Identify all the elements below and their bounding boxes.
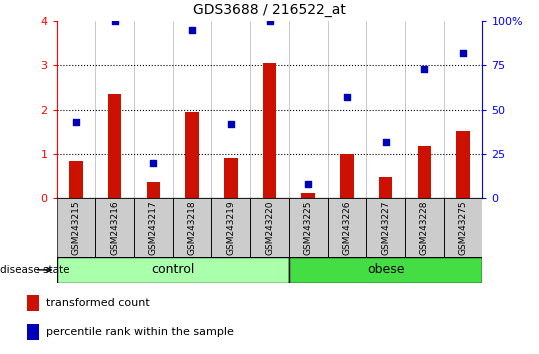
Point — [459, 50, 467, 56]
Bar — [95, 198, 134, 257]
Bar — [289, 198, 328, 257]
Bar — [108, 94, 121, 198]
Bar — [328, 198, 367, 257]
Point — [381, 139, 390, 144]
Bar — [147, 182, 160, 198]
Text: GSM243226: GSM243226 — [342, 201, 351, 255]
Bar — [418, 146, 431, 198]
Bar — [289, 257, 482, 283]
Text: control: control — [151, 263, 195, 276]
Point — [343, 95, 351, 100]
Bar — [444, 198, 482, 257]
Text: GSM243217: GSM243217 — [149, 201, 158, 255]
Point — [304, 181, 313, 187]
Point — [72, 119, 80, 125]
Point — [110, 18, 119, 24]
Bar — [172, 198, 211, 257]
Text: GSM243218: GSM243218 — [188, 201, 197, 255]
Text: GSM243225: GSM243225 — [303, 201, 313, 255]
Point — [188, 27, 196, 33]
Text: GSM243216: GSM243216 — [110, 201, 119, 255]
Text: disease state: disease state — [0, 265, 70, 275]
Bar — [457, 131, 470, 198]
Text: percentile rank within the sample: percentile rank within the sample — [46, 327, 234, 337]
Bar — [405, 198, 444, 257]
Point — [226, 121, 235, 127]
Title: GDS3688 / 216522_at: GDS3688 / 216522_at — [193, 4, 346, 17]
Text: GSM243228: GSM243228 — [420, 201, 429, 255]
Text: transformed count: transformed count — [46, 298, 150, 308]
Bar — [340, 154, 354, 198]
Text: GSM243227: GSM243227 — [381, 201, 390, 255]
Bar — [27, 324, 39, 340]
Bar — [224, 158, 238, 198]
Text: GSM243215: GSM243215 — [72, 201, 80, 255]
Text: GSM243219: GSM243219 — [226, 201, 236, 255]
Bar — [301, 193, 315, 198]
Bar — [185, 112, 199, 198]
Bar — [57, 257, 289, 283]
Text: GSM243220: GSM243220 — [265, 201, 274, 255]
Bar — [379, 177, 392, 198]
Bar — [69, 161, 82, 198]
Bar — [262, 63, 277, 198]
Point — [265, 18, 274, 24]
Bar — [27, 295, 39, 311]
Bar — [367, 198, 405, 257]
Bar — [250, 198, 289, 257]
Bar — [134, 198, 172, 257]
Bar — [57, 198, 95, 257]
Text: GSM243275: GSM243275 — [459, 201, 467, 255]
Point — [420, 66, 429, 72]
Bar — [211, 198, 250, 257]
Text: obese: obese — [367, 263, 404, 276]
Point — [149, 160, 158, 166]
